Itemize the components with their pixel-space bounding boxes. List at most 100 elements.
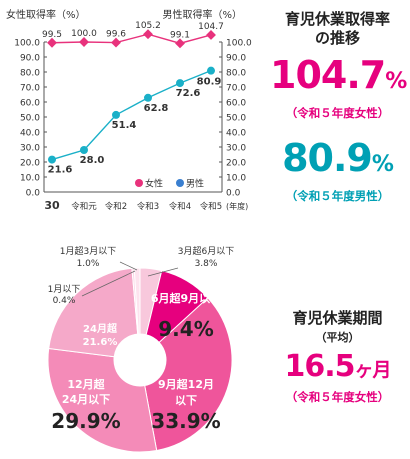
left-axis-label: 女性取得率（%） [6,8,86,21]
legend-swatch-male [176,179,184,187]
slice-value-9to12: 33.9% [151,409,220,433]
slice-label-3to6: 3月超6月以下 [178,245,234,257]
right-tick-label: 70.0 [226,84,246,94]
right-tick-label: 60.0 [226,99,246,109]
slice-label-under1: 1月以下 [48,284,81,295]
female-rate-value: 104.7 [270,53,386,97]
slice-label-6to9: 6月超9月以下 [151,291,221,305]
male-value-label: 21.6 [48,165,73,176]
period-title: 育児休業期間 [292,309,383,327]
slice-value-under1: 0.4% [53,296,76,306]
male-point [176,79,184,88]
female-point [47,37,57,48]
rate-title-line2: の推移 [314,29,360,47]
leader-line-under1 [81,270,136,297]
slice-label-over24: 24月超 [83,322,118,335]
left-tick-label: 40.0 [20,129,40,139]
slice-label-9to12-a: 9月超12月 [158,377,214,391]
donut-slice [133,267,141,335]
male-value-label: 28.0 [80,155,105,166]
x-tick-label: 令和5 [200,201,222,212]
rate-title-line1: 育児休業取得率 [284,10,390,28]
left-tick-label: 70.0 [20,84,40,94]
right-tick-label: 80.0 [226,69,246,79]
male-value-label: 72.6 [176,88,201,99]
male-value-label: 51.4 [112,120,137,131]
legend-label-female: 女性 [145,178,163,190]
right-tick-label: 30.0 [226,144,246,154]
left-tick-label: 60.0 [20,99,40,109]
slice-label-12to24-b: 24月以下 [62,393,110,406]
slice-value-6to9: 9.4% [158,317,213,341]
female-value-label: 104.7 [198,22,224,32]
male-rate-value: 80.9 [282,136,373,180]
series-line-female [51,33,212,45]
male-value-label: 80.9 [197,77,222,88]
right-axis-label: 男性取得率（%） [162,8,242,21]
x-tick-label: 令和元 [71,201,97,212]
female-rate-unit: % [385,69,407,94]
right-tick-label: 0.0 [226,189,241,199]
left-tick-label: 10.0 [20,174,40,184]
x-tick-label: 令和4 [169,201,191,212]
donut-slice [144,297,233,452]
x-tick-label: 30 [44,199,60,212]
female-point [206,30,216,40]
left-tick-label: 0.0 [26,189,41,199]
male-point [112,110,120,119]
male-rate: 80.9% [270,135,405,188]
right-tick-label: 20.0 [226,159,246,169]
female-rate: 104.7% [270,52,407,105]
female-point [79,37,89,47]
left-tick-label: 50.0 [20,114,40,124]
right-tick-label: 100.0 [226,39,252,49]
legend-swatch-female [135,179,143,187]
male-value-label: 62.8 [144,103,169,114]
female-value-label: 100.0 [71,29,97,39]
left-tick-label: 90.0 [20,54,40,64]
female-value-label: 99.1 [170,30,190,40]
female-point [175,38,185,49]
right-tick-label: 10.0 [226,174,246,184]
left-tick-label: 100.0 [14,39,40,49]
leader-line-3to6 [147,267,179,277]
x-axis-label: (年度) [226,201,248,211]
period-subtitle: （平均） [315,331,360,344]
donut-slice [47,347,158,453]
period-note: （令和５年度女性） [285,390,390,404]
slice-value-over24: 21.6% [83,337,118,348]
period-value: 16.5ヶ月 [270,348,405,389]
donut-slice [48,267,139,358]
slice-label-12to24-a: 12月超 [67,377,105,391]
right-tick-label: 40.0 [226,129,246,139]
slice-value-12to24: 29.9% [51,409,120,433]
legend-label-male: 男性 [186,178,204,190]
right-tick-label: 50.0 [226,114,246,124]
rate-panel: 育児休業取得率 の推移 104.7% （令和５年度女性） 80.9% （令和５年… [270,10,407,204]
female-point [111,37,121,48]
leader-line-1to3 [119,261,138,271]
male-point [48,155,56,164]
right-tick-label: 90.0 [226,54,246,64]
female-value-label: 99.6 [106,30,126,40]
period-panel: 育児休業期間 （平均） 16.5ヶ月 （令和５年度女性） [270,309,405,405]
slice-label-9to12-b: 以下 [175,394,197,407]
male-point [80,146,88,154]
male-point [144,93,152,102]
period-value-unit: ヶ月 [354,359,392,381]
female-rate-note: （令和５年度女性） [285,106,390,120]
x-tick-label: 令和2 [105,201,127,212]
slice-value-1to3: 1.0% [77,259,100,269]
left-tick-label: 20.0 [20,159,40,169]
slice-value-3to6: 3.8% [195,259,218,269]
left-tick-label: 80.0 [20,69,40,79]
male-rate-unit: % [371,152,394,177]
male-rate-note: （令和５年度男性） [285,189,390,203]
female-point [143,29,153,40]
x-tick-label: 令和3 [137,201,159,212]
slice-label-1to3: 1月超3月以下 [60,245,116,257]
female-value-label: 105.2 [135,21,161,31]
female-value-label: 99.5 [42,30,62,40]
left-tick-label: 30.0 [20,144,40,154]
